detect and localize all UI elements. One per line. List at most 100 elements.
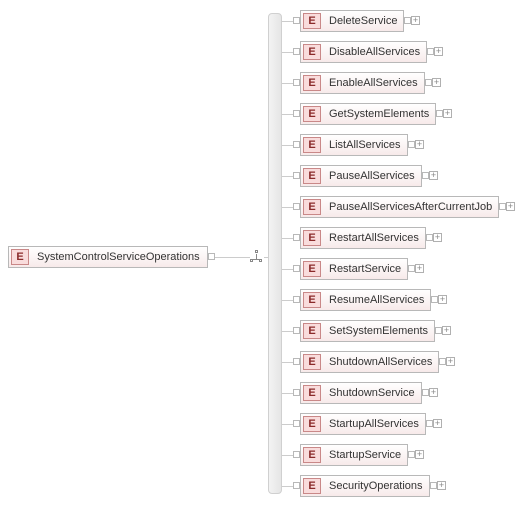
child-label: ShutdownAllServices <box>323 352 438 372</box>
connector-stub <box>425 79 432 86</box>
expand-icon[interactable]: + <box>429 388 438 397</box>
child-label: DeleteService <box>323 11 403 31</box>
connector-stub <box>293 79 300 86</box>
child-node[interactable]: EGetSystemElements <box>300 103 436 125</box>
connector-stub <box>408 141 415 148</box>
child-node[interactable]: EDeleteService <box>300 10 404 32</box>
child-node[interactable]: EPauseAllServicesAfterCurrentJob <box>300 196 499 218</box>
child-node[interactable]: ESecurityOperations <box>300 475 430 497</box>
connector-stub <box>293 203 300 210</box>
child-node[interactable]: EStartupService <box>300 444 408 466</box>
child-node[interactable]: ESetSystemElements <box>300 320 435 342</box>
expand-icon[interactable]: + <box>432 78 441 87</box>
element-badge: E <box>303 137 321 153</box>
connector-stub <box>439 358 446 365</box>
children-container-bar <box>268 13 282 494</box>
child-node[interactable]: EShutdownAllServices <box>300 351 439 373</box>
connector-stub <box>435 327 442 334</box>
child-label: GetSystemElements <box>323 104 435 124</box>
expand-icon[interactable]: + <box>433 419 442 428</box>
connector-stub <box>293 327 300 334</box>
element-badge: E <box>11 249 29 265</box>
child-node[interactable]: EListAllServices <box>300 134 408 156</box>
child-label: PauseAllServicesAfterCurrentJob <box>323 197 498 217</box>
sequence-icon <box>250 250 264 264</box>
child-label: RestartService <box>323 259 407 279</box>
element-badge: E <box>303 13 321 29</box>
element-badge: E <box>303 478 321 494</box>
connector-stub <box>293 141 300 148</box>
expand-icon[interactable]: + <box>415 264 424 273</box>
child-label: ShutdownService <box>323 383 421 403</box>
expand-icon[interactable]: + <box>433 233 442 242</box>
child-label: ListAllServices <box>323 135 407 155</box>
element-badge: E <box>303 416 321 432</box>
child-node[interactable]: EDisableAllServices <box>300 41 427 63</box>
connector-stub <box>430 482 437 489</box>
connector-stub <box>293 358 300 365</box>
expand-icon[interactable]: + <box>446 357 455 366</box>
expand-icon[interactable]: + <box>415 140 424 149</box>
connector-stub <box>293 389 300 396</box>
element-badge: E <box>303 354 321 370</box>
connector-stub <box>293 48 300 55</box>
connector-stub <box>408 265 415 272</box>
connector-stub <box>408 451 415 458</box>
child-label: PauseAllServices <box>323 166 421 186</box>
expand-icon[interactable]: + <box>506 202 515 211</box>
expand-icon[interactable]: + <box>442 326 451 335</box>
connector-stub <box>431 296 438 303</box>
connector-stub <box>293 451 300 458</box>
element-badge: E <box>303 168 321 184</box>
child-label: DisableAllServices <box>323 42 426 62</box>
child-label: SecurityOperations <box>323 476 429 496</box>
element-badge: E <box>303 75 321 91</box>
child-label: StartupService <box>323 445 407 465</box>
child-label: StartupAllServices <box>323 414 425 434</box>
connector-stub <box>208 253 215 260</box>
connector-stub <box>426 420 433 427</box>
element-badge: E <box>303 292 321 308</box>
child-node[interactable]: ERestartAllServices <box>300 227 426 249</box>
connector-stub <box>293 17 300 24</box>
root-node[interactable]: ESystemControlServiceOperations <box>8 246 208 268</box>
child-node[interactable]: EResumeAllServices <box>300 289 431 311</box>
child-label: EnableAllServices <box>323 73 424 93</box>
element-badge: E <box>303 44 321 60</box>
expand-icon[interactable]: + <box>443 109 452 118</box>
connector-stub <box>427 48 434 55</box>
child-node[interactable]: ERestartService <box>300 258 408 280</box>
child-node[interactable]: EPauseAllServices <box>300 165 422 187</box>
root-label: SystemControlServiceOperations <box>31 247 206 267</box>
connector-stub <box>293 420 300 427</box>
connector-stub <box>293 110 300 117</box>
connector-stub <box>293 234 300 241</box>
connector-stub <box>422 172 429 179</box>
connector-stub <box>499 203 506 210</box>
element-badge: E <box>303 385 321 401</box>
connector-stub <box>293 172 300 179</box>
element-badge: E <box>303 230 321 246</box>
element-badge: E <box>303 447 321 463</box>
expand-icon[interactable]: + <box>438 295 447 304</box>
connector-stub <box>436 110 443 117</box>
connector-stub <box>293 482 300 489</box>
child-node[interactable]: EStartupAllServices <box>300 413 426 435</box>
expand-icon[interactable]: + <box>429 171 438 180</box>
expand-icon[interactable]: + <box>434 47 443 56</box>
expand-icon[interactable]: + <box>415 450 424 459</box>
connector-stub <box>404 17 411 24</box>
connector-stub <box>293 296 300 303</box>
element-badge: E <box>303 261 321 277</box>
child-label: ResumeAllServices <box>323 290 430 310</box>
element-badge: E <box>303 199 321 215</box>
connector-stub <box>293 265 300 272</box>
connector-stub <box>422 389 429 396</box>
expand-icon[interactable]: + <box>437 481 446 490</box>
connector-stub <box>426 234 433 241</box>
element-badge: E <box>303 323 321 339</box>
child-node[interactable]: EEnableAllServices <box>300 72 425 94</box>
expand-icon[interactable]: + <box>411 16 420 25</box>
child-node[interactable]: EShutdownService <box>300 382 422 404</box>
element-badge: E <box>303 106 321 122</box>
